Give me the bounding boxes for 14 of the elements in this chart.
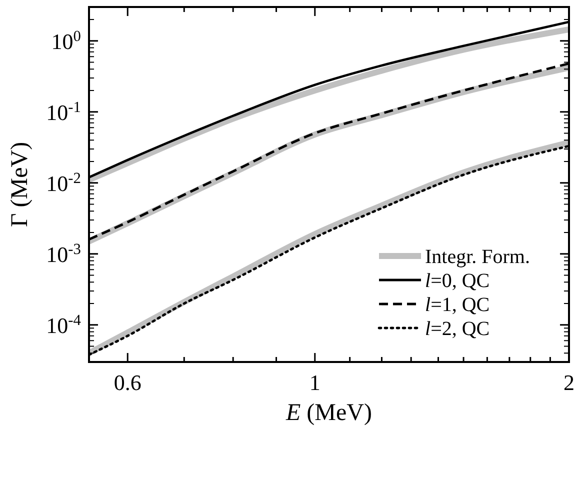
legend-label: Integr. Form. (425, 246, 530, 268)
y-tick-label: 10$^{-2}$ (46, 169, 81, 196)
y-tick-label: 10$^{-1}$ (46, 98, 81, 125)
x-tick-label: 2 (564, 370, 574, 395)
x-tick-label: 1 (309, 370, 320, 395)
legend-label: l=0, QC (425, 270, 490, 292)
y-tick-label: 10$^{-3}$ (46, 240, 82, 267)
legend-label: l=1, QC (425, 294, 490, 316)
legend-label: l=2, QC (425, 318, 490, 340)
x-axis-title: E (MeV) (285, 400, 372, 426)
x-tick-label: 0.6 (114, 370, 142, 395)
y-axis-title: Γ (MeV) (7, 142, 33, 228)
y-tick-label: 10$^{-4}$ (46, 311, 82, 338)
y-tick-label: 10$^{0}$ (51, 27, 82, 54)
